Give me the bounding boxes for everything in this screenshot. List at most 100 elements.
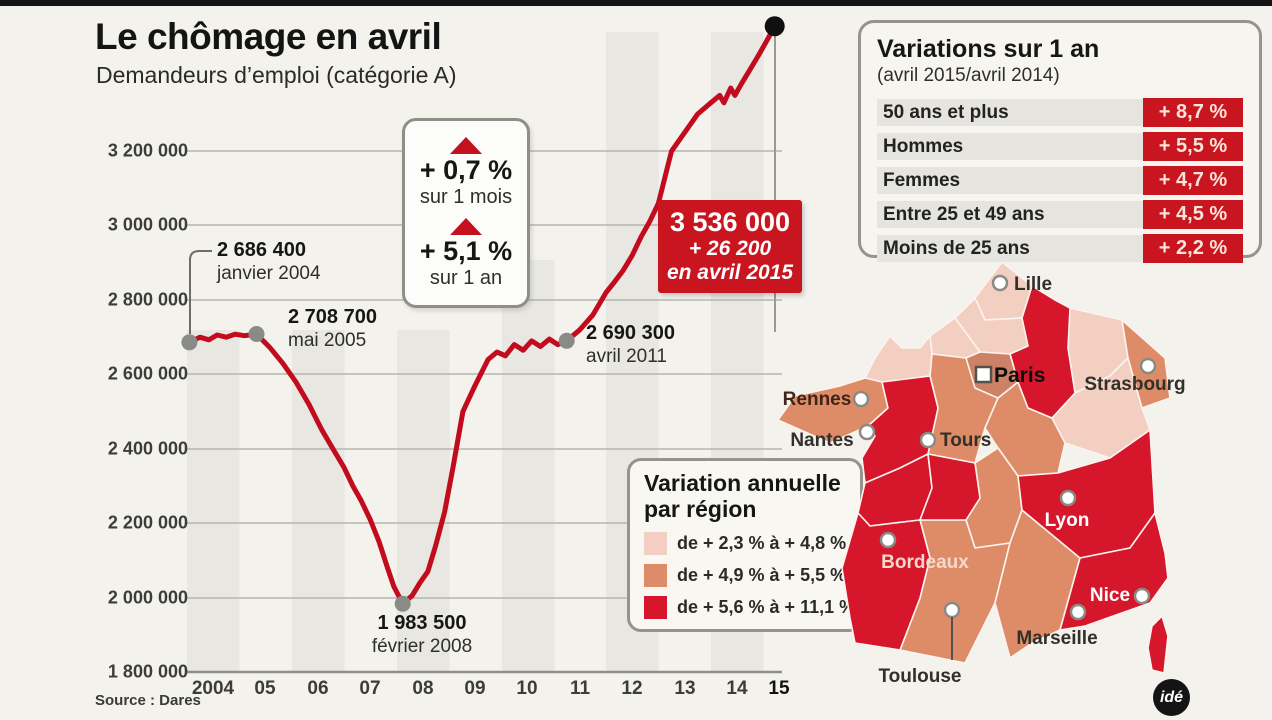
city-label-paris: Paris <box>994 364 1045 387</box>
monthly-change-value: + 0,7 % <box>419 154 513 185</box>
y-tick-label: 2 400 000 <box>107 438 188 459</box>
latest-value-callout: 3 536 000 + 26 200 en avril 2015 <box>658 200 802 293</box>
city-markers <box>852 274 1157 621</box>
legend-swatch-red <box>644 595 667 619</box>
legend-item: de + 4,9 % à + 5,5 % <box>644 563 846 587</box>
city-label-tours: Tours <box>940 430 991 451</box>
variations-panel: Variations sur 1 an (avril 2015/avril 20… <box>858 20 1262 263</box>
variation-value-badge: + 4,5 % <box>1143 200 1243 229</box>
y-tick-label: 2 800 000 <box>107 289 188 310</box>
variation-row: 50 ans et plus + 8,7 % <box>877 98 1243 127</box>
x-tick-label: 05 <box>254 678 276 699</box>
latest-date: en avril 2015 <box>666 261 794 285</box>
city-label-rennes: Rennes <box>783 389 852 410</box>
latest-delta: + 26 200 <box>688 237 772 261</box>
lyon-marker <box>1059 489 1077 507</box>
variation-row: Moins de 25 ans + 2,2 % <box>877 234 1243 263</box>
annotation-date: avril 2011 <box>586 346 667 367</box>
annotation-value: 2 690 300 <box>586 322 675 344</box>
data-line <box>186 23 778 607</box>
rennes-marker <box>852 390 870 408</box>
variation-value-badge: + 2,2 % <box>1143 234 1243 263</box>
annotation-date: mai 2005 <box>288 330 367 351</box>
strasbourg-marker <box>1139 357 1157 375</box>
x-tick-label: 08 <box>412 678 434 699</box>
variation-label: Moins de 25 ans <box>883 237 1030 259</box>
page-title: Le chômage en avril <box>95 16 442 57</box>
data-point-mai-2005 <box>248 326 265 342</box>
variations-subtitle: (avril 2015/avril 2014) <box>877 65 1060 86</box>
map-legend: Variation annuelle par région de + 2,3 %… <box>627 458 863 632</box>
x-tick-label: 15 <box>768 678 790 699</box>
lille-marker <box>991 274 1009 292</box>
page-subtitle: Demandeurs d’emploi (catégorie A) <box>96 62 457 88</box>
variation-row: Femmes + 4,7 % <box>877 166 1243 195</box>
annotation-value: 1 983 500 <box>377 612 467 634</box>
variation-value-badge: + 4,7 % <box>1143 166 1243 195</box>
region-basse-normandie <box>864 335 933 383</box>
x-tick-label: 2004 <box>191 678 235 699</box>
nantes-marker <box>858 423 876 441</box>
region-champagne-ardenne <box>1009 285 1076 419</box>
map-legend-title-line2: par région <box>644 495 757 522</box>
x-tick-label: 12 <box>621 678 643 699</box>
monthly-change-label: sur 1 mois <box>419 186 513 208</box>
city-label-marseille: Marseille <box>1016 628 1097 649</box>
x-tick-label: 10 <box>516 678 538 699</box>
region-aquitaine <box>841 512 931 651</box>
y-tick-label: 2 200 000 <box>107 512 188 533</box>
variation-value-badge: + 5,5 % <box>1143 132 1243 161</box>
yearly-change-value: + 5,1 % <box>419 236 513 266</box>
y-tick-label: 3 000 000 <box>107 214 188 235</box>
x-tick-label: 14 <box>726 678 748 699</box>
variation-label: Hommes <box>883 135 964 157</box>
region-corse <box>1147 615 1169 674</box>
city-label-lille: Lille <box>1014 274 1052 295</box>
annotation-value: 2 708 700 <box>288 306 377 328</box>
bordeaux-marker <box>879 531 897 549</box>
paris-marker <box>974 365 993 384</box>
annotation-value: 2 686 400 <box>217 239 306 261</box>
yearly-change-label: sur 1 an <box>429 267 503 290</box>
x-tick-label: 11 <box>569 678 591 699</box>
y-tick-label: 3 200 000 <box>107 140 188 161</box>
toulouse-marker <box>943 601 961 619</box>
y-tick-label: 1 800 000 <box>107 661 188 682</box>
legend-item: de + 2,3 % à + 4,8 % <box>644 531 846 555</box>
top-border-bar <box>0 0 1272 6</box>
annotation-date: février 2008 <box>371 636 473 657</box>
legend-label: de + 5,6 % à + 11,1 % <box>677 596 856 617</box>
data-point-février-2008 <box>394 595 411 612</box>
data-point-avril-2011 <box>558 332 575 349</box>
annotation-dots <box>181 16 785 612</box>
data-point-avril-2015 <box>764 16 785 37</box>
x-tick-label: 13 <box>674 678 696 699</box>
source-credit: Source : Dares <box>95 692 201 709</box>
x-tick-label: 06 <box>307 678 329 699</box>
variation-row: Entre 25 et 49 ans + 4,5 % <box>877 200 1243 229</box>
legend-swatch-medium <box>644 563 667 587</box>
nice-marker <box>1133 587 1151 605</box>
monthly-yearly-change-box: + 0,7 % sur 1 mois + 5,1 % sur 1 an <box>402 118 530 308</box>
annotation-date: janvier 2004 <box>217 263 321 284</box>
legend-item: de + 5,6 % à + 11,1 % <box>644 595 855 619</box>
variation-row: Hommes + 5,5 % <box>877 132 1243 161</box>
y-tick-label: 2 600 000 <box>107 363 188 384</box>
variation-value-badge: + 8,7 % <box>1143 98 1243 127</box>
arrow-up-icon <box>450 218 482 235</box>
annotation-leader-line <box>189 250 212 334</box>
variation-label: Femmes <box>883 169 961 191</box>
legend-swatch-light <box>644 531 667 555</box>
ide-agency-logo: idé <box>1153 679 1190 716</box>
y-tick-label: 2 000 000 <box>107 587 188 608</box>
city-label-lyon: Lyon <box>1045 510 1090 531</box>
map-legend-title-line1: Variation annuelle <box>644 470 841 496</box>
variation-label: 50 ans et plus <box>883 101 1009 123</box>
tours-marker <box>919 431 937 449</box>
city-label-nice: Nice <box>1090 585 1130 606</box>
x-tick-label: 07 <box>359 678 381 699</box>
x-tick-label: 09 <box>464 678 486 699</box>
variation-label: Entre 25 et 49 ans <box>883 203 1045 225</box>
region-limousin <box>919 453 981 521</box>
variations-title: Variations sur 1 an <box>877 35 1100 63</box>
